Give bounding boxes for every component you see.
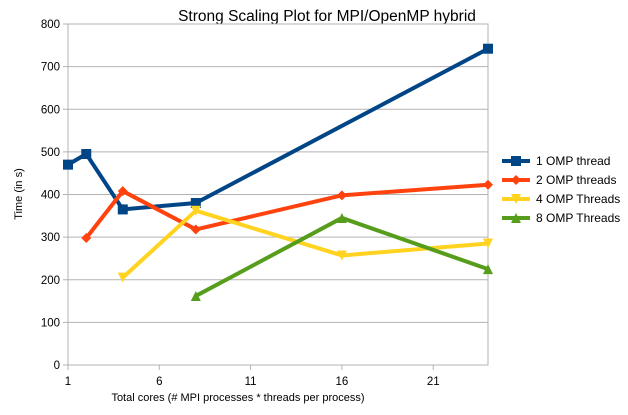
x-tick-label: 11 xyxy=(245,376,257,388)
legend-entry: 1 OMP thread xyxy=(502,154,610,168)
data-point-triangle-up xyxy=(336,212,347,223)
chart-title: Strong Scaling Plot for MPI/OpenMP hybri… xyxy=(178,8,476,25)
data-point-square xyxy=(117,204,128,215)
y-tick-label: 200 xyxy=(41,275,60,287)
data-point-triangle-down xyxy=(190,205,201,216)
data-point-triangle-up xyxy=(511,213,521,223)
data-point-diamond xyxy=(483,179,493,190)
data-point-triangle-down xyxy=(511,194,521,204)
data-point-triangle-down xyxy=(336,250,347,261)
data-point-diamond xyxy=(336,190,347,201)
x-tick-label: 1 xyxy=(65,376,71,388)
data-point-triangle-up xyxy=(483,264,493,275)
data-point-triangle-down xyxy=(117,272,128,283)
legend-label: 1 OMP thread xyxy=(536,154,610,168)
y-tick-label: 0 xyxy=(54,360,60,372)
data-point-square xyxy=(511,156,521,166)
series-3 xyxy=(117,205,493,283)
legend-entry: 8 OMP Threads xyxy=(502,211,620,225)
data-point-triangle-up xyxy=(190,290,201,301)
y-tick-label: 100 xyxy=(41,317,60,329)
legend-label: 8 OMP Threads xyxy=(536,211,620,225)
data-point-square xyxy=(63,159,73,170)
series-1 xyxy=(63,43,493,215)
x-tick-label: 16 xyxy=(336,376,349,388)
series-2 xyxy=(81,179,493,243)
legend: 1 OMP thread 2 OMP threads 4 OMP Threads 8 … xyxy=(502,154,620,225)
y-tick-label: 800 xyxy=(41,19,60,31)
series-line xyxy=(120,208,490,280)
y-axis-label: Time (in s) xyxy=(13,168,25,220)
y-tick-label: 300 xyxy=(41,232,60,244)
y-tick-label: 700 xyxy=(41,62,60,74)
series-line xyxy=(66,46,490,212)
series-4 xyxy=(190,212,493,301)
x-tick-label: 6 xyxy=(156,376,162,388)
legend-entry: 2 OMP threads xyxy=(502,173,616,187)
legend-label: 4 OMP Threads xyxy=(536,192,620,206)
data-point-diamond xyxy=(117,186,128,197)
data-point-square xyxy=(81,149,92,160)
series-line xyxy=(84,182,490,240)
x-axis-label: Total cores (# MPI processes * threads p… xyxy=(111,392,364,404)
x-tick-label: 21 xyxy=(427,376,440,388)
grid-layer xyxy=(63,23,488,370)
legend-label: 2 OMP threads xyxy=(536,173,616,187)
data-point-diamond xyxy=(81,232,92,243)
series-layer xyxy=(63,43,493,301)
data-point-diamond xyxy=(190,224,201,235)
data-point-square xyxy=(483,43,493,54)
y-tick-label: 400 xyxy=(41,190,60,202)
y-tick-label: 500 xyxy=(41,147,60,159)
legend-entry: 4 OMP Threads xyxy=(502,192,620,206)
data-point-triangle-down xyxy=(483,238,493,249)
plot-frame xyxy=(67,23,489,366)
y-tick-label: 600 xyxy=(41,104,60,116)
data-point-square xyxy=(190,198,201,209)
data-point-diamond xyxy=(511,175,521,185)
